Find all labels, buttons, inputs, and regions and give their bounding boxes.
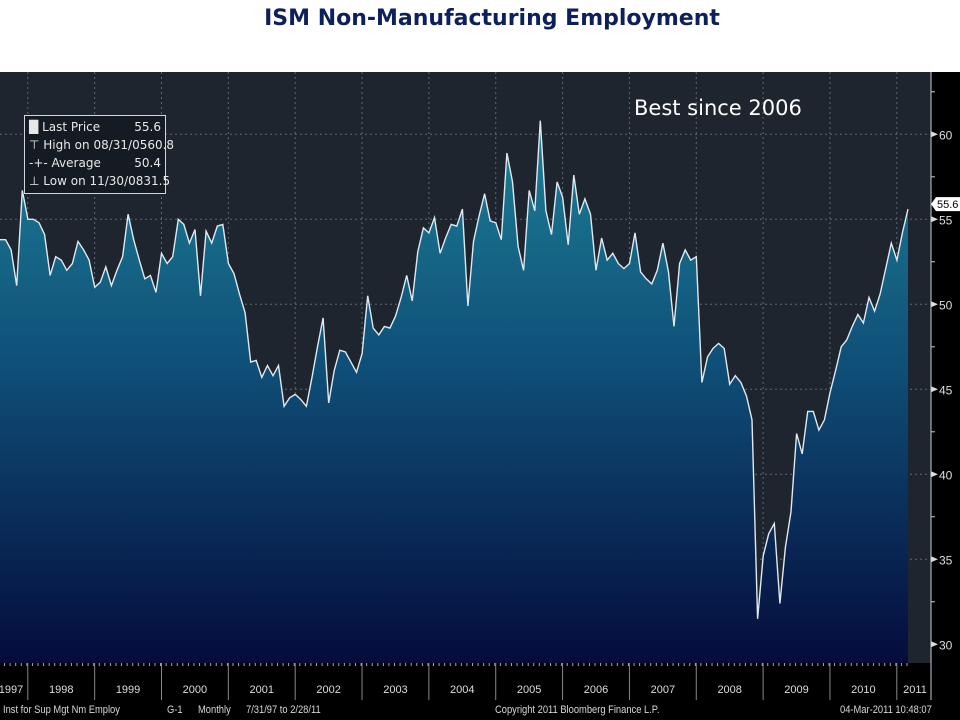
legend-label: Low on 11/30/08 (43, 174, 144, 188)
annotation-best-since-2006: Best since 2006 (634, 96, 802, 120)
footer-bar: Inst for Sup Mgt Nm Employ G-1 Monthly 7… (0, 700, 960, 720)
x-tick-label: 2008 (717, 684, 741, 696)
footer-security: Inst for Sup Mgt Nm Employ (3, 704, 120, 716)
last-price-label: 55.6 (937, 199, 958, 211)
bottom-axis-panel (0, 663, 931, 700)
x-tick-label: 2001 (250, 684, 274, 696)
x-tick-label: 2004 (450, 684, 474, 696)
chart-area: 30 35 40 45 50 55 60 1997 1998 1999 2000 2001 2002 20… (0, 72, 960, 700)
last-price-tag: 55.6 (931, 197, 960, 212)
y-tick-label: 30 (939, 638, 953, 652)
legend-value: 50.4 (134, 156, 161, 170)
x-tick-label: 2006 (584, 684, 608, 696)
average-marker-icon: -+- (29, 156, 48, 170)
y-tick-label: 45 (939, 383, 953, 397)
footer-copyright: Copyright 2011 Bloomberg Finance L.P. (495, 704, 660, 716)
x-tick-label: 2009 (784, 684, 808, 696)
y-tick (931, 641, 938, 648)
x-tick-label: 1997 (0, 684, 23, 696)
square-icon: █ (29, 120, 39, 134)
y-tick-label: 40 (939, 468, 953, 482)
series-line (0, 120, 909, 619)
y-tick-label: 55 (939, 213, 953, 227)
y-tick (931, 471, 938, 478)
legend-value: 60.8 (147, 138, 175, 152)
x-tick-label: 2007 (651, 684, 675, 696)
chart-title: ISM Non-Manufacturing Employment (264, 6, 720, 31)
footer-timestamp: 04-Mar-2011 10:48:07 (840, 704, 932, 716)
footer-frequency: Monthly (198, 704, 231, 716)
legend-value: 31.5 (143, 174, 171, 188)
x-tick-label: 2005 (517, 684, 541, 696)
legend-label: High on 08/31/05 (43, 138, 148, 152)
low-marker-icon: ⊥ (29, 174, 40, 188)
right-axis-panel (931, 72, 960, 700)
y-tick-label: 50 (939, 298, 953, 312)
x-tick-label: 2003 (383, 684, 407, 696)
footer-page: G-1 (167, 704, 183, 716)
x-tick-label: 2000 (183, 684, 207, 696)
y-tick-label: 35 (939, 553, 953, 567)
high-marker-icon: ⊤ (29, 138, 40, 152)
legend-label: Average (51, 156, 101, 170)
y-tick (931, 301, 938, 308)
legend-item-average: -+- Average 50.4 (25, 154, 165, 172)
footer-range: 7/31/97 to 2/28/11 (246, 704, 321, 716)
legend-value: 55.6 (134, 120, 161, 134)
legend-item-low: ⊥ Low on 11/30/08 31.5 (25, 172, 170, 190)
y-tick (931, 556, 938, 563)
x-tick-label: 2010 (851, 684, 875, 696)
legend-item-high: ⊤ High on 08/31/05 60.8 (25, 136, 174, 154)
legend: █ Last Price 55.6 ⊤ High on 08/31/05 60.… (24, 115, 174, 194)
y-tick (931, 216, 938, 223)
x-tick-label: 1998 (49, 684, 73, 696)
y-tick-label: 60 (939, 128, 953, 142)
y-tick (931, 131, 938, 138)
legend-item-last-price: █ Last Price 55.6 (25, 118, 165, 136)
legend-label: Last Price (42, 120, 101, 134)
x-tick-label: 1999 (116, 684, 140, 696)
y-tick (931, 386, 938, 393)
x-tick-label: 2002 (316, 684, 340, 696)
x-tick-label: 2011 (903, 684, 927, 696)
